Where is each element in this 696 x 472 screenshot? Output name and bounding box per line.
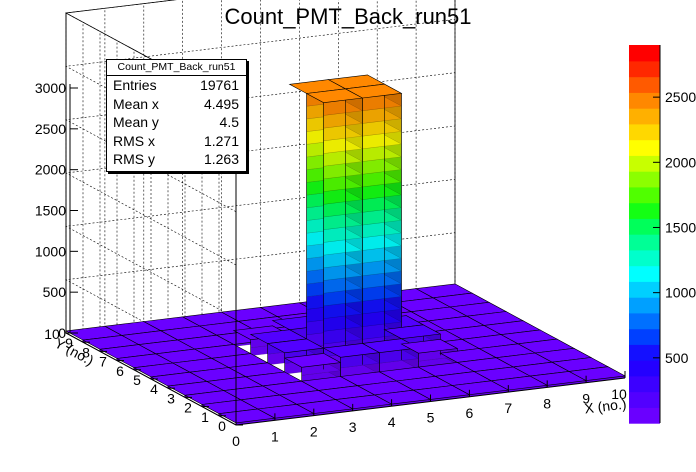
x-tick-label: 5 bbox=[427, 410, 435, 426]
x-tick-label: 0 bbox=[232, 433, 240, 449]
stats-row-entries: Entries 19761 bbox=[113, 77, 239, 93]
x-tick-label: 4 bbox=[388, 414, 396, 430]
y-tick-label: 0 bbox=[218, 418, 226, 434]
z-tick-label: 1500 bbox=[35, 203, 66, 219]
x-tick-label: 2 bbox=[310, 424, 318, 440]
palette-segment bbox=[629, 312, 660, 330]
palette-segment bbox=[629, 76, 660, 93]
y-tick-label: 8 bbox=[82, 344, 90, 360]
bar bbox=[283, 353, 342, 368]
bar bbox=[400, 338, 459, 354]
x-tick-label: 6 bbox=[466, 405, 474, 421]
palette-segment bbox=[629, 297, 660, 314]
palette-segment bbox=[629, 234, 660, 251]
palette-segment bbox=[629, 265, 660, 282]
palette-tick-label: 2000 bbox=[665, 154, 696, 170]
chart-title: Count_PMT_Back_run51 bbox=[224, 4, 472, 29]
palette-segment bbox=[629, 375, 660, 393]
stats-row-mean-y: Mean y 4.5 bbox=[113, 114, 239, 130]
y-tick-label: 1 bbox=[201, 409, 209, 425]
palette-segment bbox=[629, 123, 660, 141]
bar bbox=[383, 324, 442, 340]
bar bbox=[568, 366, 626, 381]
palette-segment bbox=[629, 281, 660, 298]
z-tick-label: 3000 bbox=[35, 80, 66, 96]
palette-tick-label: 1000 bbox=[665, 285, 696, 301]
stats-row-mean-x: Mean x 4.495 bbox=[113, 95, 239, 112]
palette-segment bbox=[629, 391, 660, 408]
bar bbox=[344, 83, 403, 99]
y-tick-label: 10 bbox=[44, 326, 60, 342]
palette-segment bbox=[629, 139, 660, 156]
stats-box: Count_PMT_Back_run51 Entries 19761 Mean x… bbox=[106, 59, 247, 172]
stats-box-title: Count_PMT_Back_run51 bbox=[107, 60, 246, 76]
x-tick-label: 8 bbox=[543, 395, 551, 411]
palette-segment bbox=[629, 360, 660, 377]
palette-segment bbox=[629, 328, 660, 345]
y-tick-label: 3 bbox=[167, 390, 175, 406]
palette-segment bbox=[629, 249, 660, 267]
x-tick-label: 9 bbox=[582, 391, 590, 407]
x-tick-label: 3 bbox=[349, 419, 357, 435]
x-tick-label: 10 bbox=[611, 386, 627, 402]
x-axis-label: X (no.) bbox=[584, 396, 628, 417]
stats-row-rms-x: RMS x 1.271 bbox=[113, 132, 239, 149]
y-tick-label: 7 bbox=[99, 354, 107, 370]
palette-segment bbox=[629, 108, 660, 125]
palette-segment bbox=[629, 407, 660, 424]
y-tick-label: 4 bbox=[150, 381, 158, 397]
y-tick-label: 2 bbox=[184, 400, 192, 416]
bar bbox=[361, 338, 420, 353]
y-tick-label: 5 bbox=[133, 372, 141, 388]
palette-segment bbox=[629, 92, 660, 109]
palette-tick-label: 500 bbox=[665, 350, 689, 366]
z-tick-label: 500 bbox=[43, 284, 67, 300]
palette-segment bbox=[629, 186, 660, 204]
x-tick-label: 7 bbox=[504, 400, 512, 416]
palette-segment bbox=[629, 45, 660, 62]
palette-segment bbox=[629, 60, 660, 78]
palette-segment bbox=[629, 344, 660, 361]
z-tick-label: 1000 bbox=[35, 243, 66, 259]
bar bbox=[266, 338, 325, 354]
palette-segment bbox=[629, 155, 660, 172]
palette-segment bbox=[629, 218, 660, 235]
grid-line-z bbox=[65, 179, 456, 319]
z-tick-label: 2000 bbox=[35, 162, 66, 178]
palette-segment bbox=[629, 171, 660, 188]
stats-row-rms-y: RMS y 1.263 bbox=[113, 151, 239, 167]
palette-tick-label: 2500 bbox=[665, 89, 696, 105]
z-tick-label: 0 bbox=[58, 325, 66, 341]
y-tick-label: 9 bbox=[65, 335, 73, 351]
x-tick-label: 1 bbox=[271, 428, 279, 444]
z-tick-label: 2500 bbox=[35, 121, 66, 137]
y-tick-label: 6 bbox=[116, 363, 124, 379]
palette-tick-label: 1500 bbox=[665, 219, 696, 235]
palette-segment bbox=[629, 202, 660, 219]
